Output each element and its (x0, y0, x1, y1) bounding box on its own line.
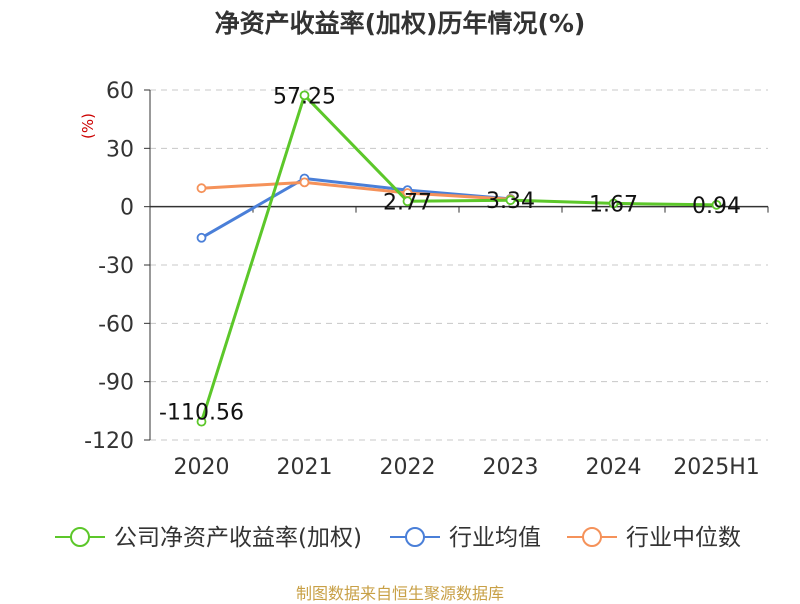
data-label: 57.25 (273, 84, 336, 109)
x-tick-label: 2025H1 (673, 455, 760, 480)
data-point (299, 90, 310, 101)
y-tick-label: 30 (106, 137, 134, 162)
y-tick-label: -60 (98, 312, 134, 337)
data-point (608, 198, 619, 209)
series-line (200, 176, 511, 240)
series-layer (196, 90, 722, 427)
source-note: 制图数据来自恒生聚源数据库 (295, 584, 504, 603)
grid-lines (150, 89, 768, 441)
legend-marker (405, 527, 425, 547)
y-tick-label: 0 (120, 196, 134, 221)
data-point (505, 195, 516, 206)
data-point (402, 196, 413, 207)
chart-title: 净资产收益率(加权)历年情况(%) (214, 9, 586, 38)
data-label: 2.77 (383, 190, 432, 215)
legend-label: 行业中位数 (626, 525, 741, 551)
x-tick-label: 2023 (483, 455, 539, 480)
legend-marker (70, 527, 90, 547)
data-labels: -110.56 57.25 2.77 3.34 1.67 0.94 (159, 84, 741, 425)
data-label: 1.67 (589, 192, 638, 217)
x-tick-label: 2022 (380, 455, 436, 480)
data-label: 3.34 (486, 189, 535, 214)
x-tick-label: 2020 (174, 455, 230, 480)
legend-label: 行业均值 (449, 525, 541, 551)
data-label: -110.56 (159, 401, 244, 426)
data-label: 0.94 (692, 194, 741, 219)
series-line (200, 93, 717, 423)
legend-marker (582, 527, 602, 547)
legend-label: 公司净资产收益率(加权) (114, 525, 362, 551)
data-point (299, 177, 310, 188)
y-tick-label: -120 (84, 429, 134, 454)
data-point (196, 416, 207, 427)
data-point (711, 199, 722, 210)
legend: 公司净资产收益率(加权) 行业均值 行业中位数 (55, 525, 741, 551)
data-point (196, 232, 207, 243)
axes: 60 30 0 -30 -60 -90 -120 2020 2021 2022 2023 2024 20… (84, 79, 769, 480)
x-tick-label: 2024 (586, 455, 642, 480)
series-line (201, 180, 511, 201)
y-axis-unit-label: (%) (79, 113, 97, 139)
y-tick-label: -90 (98, 371, 134, 396)
y-tick-label: -30 (98, 254, 134, 279)
x-tick-label: 2021 (277, 455, 333, 480)
data-point (196, 183, 207, 194)
y-tick-label: 60 (106, 79, 134, 104)
